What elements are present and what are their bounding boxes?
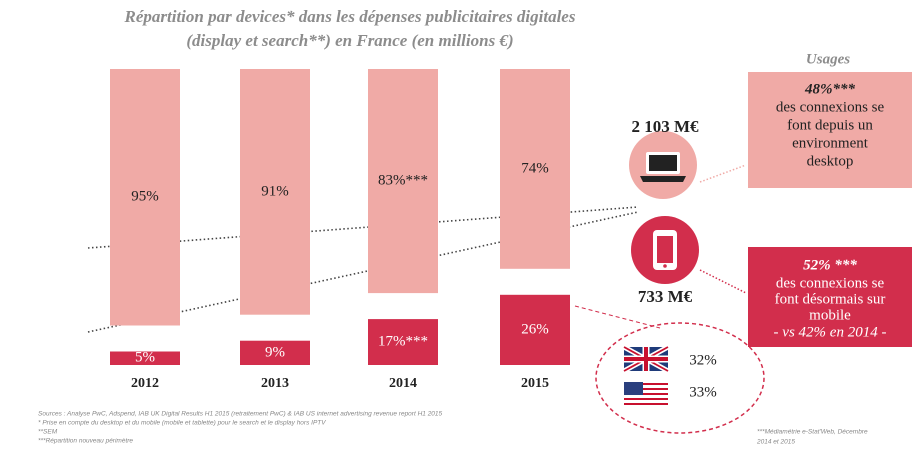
laptop-screen [649, 155, 677, 171]
bar [368, 69, 438, 294]
laptop-base [640, 176, 686, 182]
desktop-text: environment [792, 135, 869, 151]
us-flag [624, 382, 668, 406]
source-line: * Prise en compte du desktop et du mobil… [38, 420, 326, 427]
value-label: 74% [521, 160, 549, 176]
bar [240, 340, 310, 365]
uk-flag [622, 344, 670, 374]
uk-share: 32% [689, 352, 717, 368]
mobile-box [748, 247, 912, 347]
mobile-compare: - vs 42% en 2014 - [774, 324, 887, 340]
source-line: ***Répartition nouveau périmètre [38, 438, 133, 445]
chart-title: Répartition par devices* dans les dépens… [124, 7, 576, 26]
bar [368, 319, 438, 365]
desktop-share: 48%*** [804, 81, 855, 97]
source-line: Sources : Analyse PwC, Adspend, IAB UK D… [38, 411, 443, 418]
usages-title: Usages [806, 51, 850, 67]
connector [574, 305, 661, 329]
footnote-line: 2014 et 2015 [756, 439, 795, 446]
bar [500, 69, 570, 269]
source-line: **SEM [38, 429, 58, 436]
x-tick-label: 2013 [261, 376, 289, 391]
bar [500, 294, 570, 365]
x-tick-label: 2015 [521, 376, 549, 391]
country-ellipse [595, 322, 765, 434]
connector [699, 269, 747, 294]
desktop-amount: 2 103 M€ [631, 117, 699, 136]
footnote-line: ***Médiamétrie e-Stat'Web, Décembre [757, 429, 868, 436]
value-label: 91% [261, 183, 289, 199]
value-label: 83%*** [378, 172, 428, 188]
desktop-text: desktop [807, 153, 854, 169]
connector [699, 164, 747, 183]
bar [110, 69, 180, 326]
value-label: 17%*** [378, 333, 428, 349]
mobile-text: mobile [809, 307, 851, 323]
value-label: 5% [135, 350, 155, 366]
value-label: 9% [265, 344, 285, 360]
desktop-text: des connexions se [776, 99, 885, 115]
value-label: 26% [521, 321, 549, 337]
mobile-text: des connexions se [776, 275, 885, 291]
desktop-box [748, 72, 912, 188]
us-share: 33% [689, 384, 717, 400]
mobile-text: font désormais sur [775, 291, 886, 307]
mobile-share: 52% *** [803, 257, 857, 273]
x-tick-label: 2012 [131, 376, 159, 391]
chart-subtitle: (display et search**) en France (en mill… [186, 31, 513, 50]
x-tick-label: 2014 [389, 376, 417, 391]
phone-screen [657, 236, 673, 263]
bar [110, 351, 180, 365]
bar [240, 69, 310, 315]
value-label: 95% [131, 189, 159, 205]
phone-button [663, 264, 667, 268]
mobile-amount: 733 M€ [638, 287, 693, 306]
desktop-text: font depuis un [787, 117, 873, 133]
